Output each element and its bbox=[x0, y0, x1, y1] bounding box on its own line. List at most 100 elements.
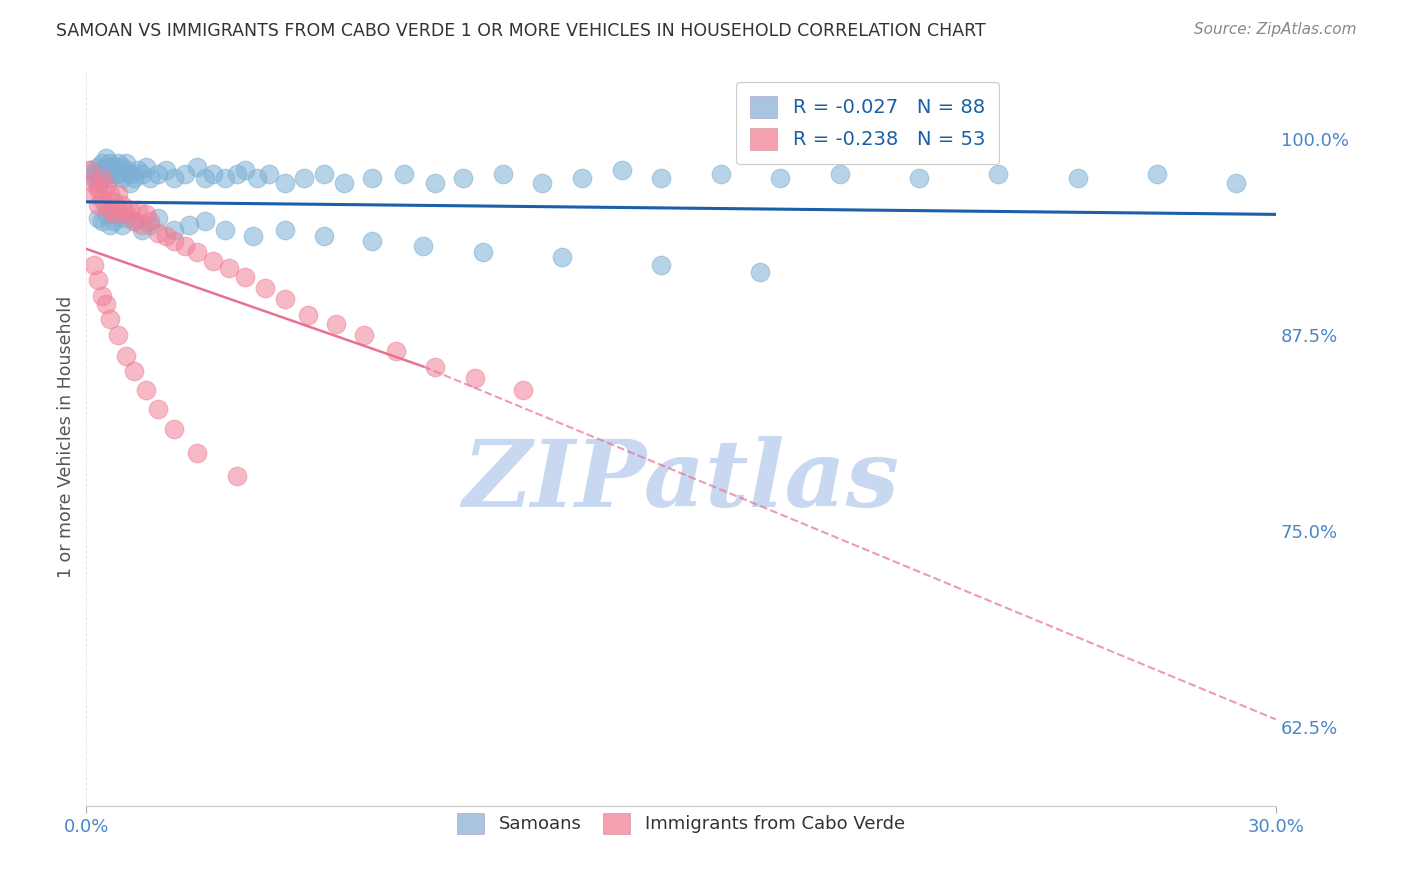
Point bbox=[162, 234, 184, 248]
Point bbox=[94, 297, 117, 311]
Point bbox=[218, 260, 240, 275]
Point bbox=[83, 258, 105, 272]
Point bbox=[162, 171, 184, 186]
Point bbox=[179, 219, 201, 233]
Point bbox=[451, 171, 474, 186]
Point bbox=[107, 167, 129, 181]
Point bbox=[98, 219, 121, 233]
Point bbox=[91, 213, 114, 227]
Point bbox=[155, 229, 177, 244]
Point bbox=[103, 167, 125, 181]
Point bbox=[127, 163, 149, 178]
Point bbox=[253, 281, 276, 295]
Point bbox=[98, 202, 121, 217]
Point bbox=[122, 213, 145, 227]
Point bbox=[384, 343, 406, 358]
Point bbox=[94, 151, 117, 165]
Point bbox=[135, 383, 157, 397]
Point bbox=[83, 186, 105, 201]
Point bbox=[146, 401, 169, 416]
Point bbox=[87, 161, 110, 175]
Point bbox=[214, 223, 236, 237]
Point bbox=[194, 213, 217, 227]
Point bbox=[333, 176, 356, 190]
Point bbox=[131, 219, 153, 233]
Point bbox=[202, 254, 225, 268]
Point bbox=[233, 270, 256, 285]
Point bbox=[103, 194, 125, 209]
Point bbox=[87, 198, 110, 212]
Point bbox=[242, 229, 264, 244]
Point bbox=[91, 155, 114, 169]
Point bbox=[392, 167, 415, 181]
Point bbox=[103, 213, 125, 227]
Point bbox=[551, 250, 574, 264]
Point bbox=[79, 163, 101, 178]
Point bbox=[186, 446, 208, 460]
Point bbox=[122, 213, 145, 227]
Point bbox=[118, 167, 141, 181]
Point bbox=[122, 364, 145, 378]
Point bbox=[98, 155, 121, 169]
Point bbox=[325, 317, 347, 331]
Point bbox=[571, 171, 593, 186]
Point bbox=[98, 163, 121, 178]
Point bbox=[87, 167, 110, 181]
Point bbox=[1146, 167, 1168, 181]
Point bbox=[828, 167, 851, 181]
Point bbox=[464, 370, 486, 384]
Point bbox=[425, 359, 447, 374]
Point bbox=[98, 312, 121, 326]
Point bbox=[233, 163, 256, 178]
Point bbox=[94, 167, 117, 181]
Point bbox=[98, 171, 121, 186]
Point bbox=[83, 176, 105, 190]
Point bbox=[146, 167, 169, 181]
Point bbox=[118, 176, 141, 190]
Point bbox=[91, 163, 114, 178]
Point bbox=[111, 198, 134, 212]
Point bbox=[94, 207, 117, 221]
Point bbox=[162, 223, 184, 237]
Point bbox=[531, 176, 554, 190]
Point bbox=[987, 167, 1010, 181]
Point bbox=[162, 422, 184, 436]
Text: ZIPatlas: ZIPatlas bbox=[463, 436, 900, 526]
Point bbox=[131, 167, 153, 181]
Point bbox=[360, 171, 382, 186]
Legend: Samoans, Immigrants from Cabo Verde: Samoans, Immigrants from Cabo Verde bbox=[447, 802, 915, 845]
Point bbox=[98, 186, 121, 201]
Point bbox=[186, 161, 208, 175]
Point bbox=[83, 171, 105, 186]
Point bbox=[492, 167, 515, 181]
Point bbox=[353, 328, 375, 343]
Point bbox=[115, 155, 138, 169]
Point bbox=[650, 258, 672, 272]
Point bbox=[273, 223, 295, 237]
Point bbox=[314, 167, 336, 181]
Point bbox=[273, 292, 295, 306]
Point bbox=[174, 167, 197, 181]
Point bbox=[226, 469, 249, 483]
Point bbox=[122, 171, 145, 186]
Point bbox=[139, 213, 162, 227]
Point bbox=[115, 207, 138, 221]
Point bbox=[292, 171, 315, 186]
Point bbox=[257, 167, 280, 181]
Point bbox=[87, 273, 110, 287]
Point bbox=[749, 265, 772, 279]
Point bbox=[79, 163, 101, 178]
Point bbox=[139, 219, 162, 233]
Point bbox=[908, 171, 931, 186]
Point bbox=[107, 202, 129, 217]
Point bbox=[214, 171, 236, 186]
Point bbox=[186, 245, 208, 260]
Point bbox=[111, 219, 134, 233]
Point bbox=[107, 186, 129, 201]
Point bbox=[769, 171, 792, 186]
Point bbox=[146, 211, 169, 225]
Point bbox=[127, 202, 149, 217]
Point bbox=[87, 182, 110, 196]
Point bbox=[155, 163, 177, 178]
Point bbox=[1225, 176, 1247, 190]
